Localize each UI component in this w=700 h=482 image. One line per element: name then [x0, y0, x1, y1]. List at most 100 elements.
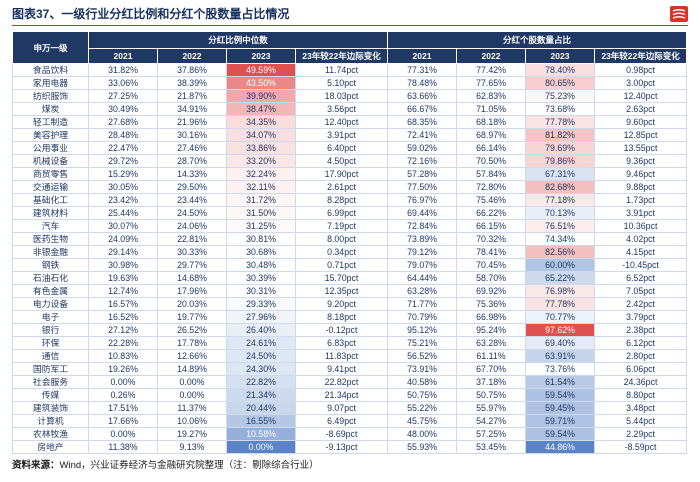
dividend-stock-share-2023-cell: 59.54% [525, 427, 596, 442]
dividend-ratio-2023-cell: 29.33% [226, 297, 296, 312]
dividend-ratio-2021-cell: 0.00% [88, 427, 158, 442]
table-row: 银行 27.12% 26.52% 26.40% -0.12pct 95.12% 95.24%… [12, 323, 688, 338]
industry-name-cell: 通信 [12, 349, 89, 364]
dividend-ratio-marginal-change-cell: 9.20pct [294, 297, 389, 312]
industry-name-cell: 家用电器 [12, 76, 89, 91]
dividend-stock-share-2022-cell: 63.28% [456, 336, 527, 351]
dividend-ratio-marginal-change-cell: 18.03pct [294, 89, 389, 104]
table-row: 轻工制造 27.68% 21.96% 34.35% 12.40pct 68.35% 68.1… [12, 115, 688, 130]
industry-name-cell: 食品饮料 [12, 63, 89, 78]
dividend-stock-share-2023-cell: 59.45% [525, 401, 596, 416]
dividend-ratio-marginal-change-cell: 3.56pct [294, 102, 389, 117]
industry-name-cell: 钢铁 [12, 258, 89, 273]
dividend-ratio-marginal-change-cell: 6.49pct [294, 414, 389, 429]
dividend-ratio-marginal-change-cell: 3.91pct [294, 128, 389, 143]
dividend-ratio-2022-cell: 21.87% [157, 89, 227, 104]
dividend-ratio-marginal-change-cell: 9.07pct [294, 401, 389, 416]
dividend-stock-share-2021-cell: 68.35% [387, 115, 458, 130]
dividend-stock-share-2021-cell: 73.91% [387, 362, 458, 377]
dividend-ratio-2023-cell: 39.90% [226, 89, 296, 104]
dividend-stock-share-marginal-change-cell: 6.12pct [594, 336, 688, 351]
dividend-stock-share-2023-cell: 70.13% [525, 206, 596, 221]
dividend-ratio-2021-cell: 19.26% [88, 362, 158, 377]
dividend-ratio-2021-cell: 27.68% [88, 115, 158, 130]
dividend-stock-share-2021-cell: 77.50% [387, 180, 458, 195]
dividend-stock-share-2023-cell: 63.91% [525, 349, 596, 364]
dividend-ratio-2023-cell: 34.35% [226, 115, 296, 130]
dividend-ratio-2023-cell: 32.24% [226, 167, 296, 182]
table-row: 有色金属 12.74% 17.96% 30.31% 12.35pct 63.28% 69.9… [12, 284, 688, 299]
year-header-2022: 2022 [456, 47, 527, 65]
dividend-stock-share-marginal-change-cell: -8.59pct [594, 440, 688, 455]
dividend-ratio-2022-cell: 14.33% [157, 167, 227, 182]
dividend-ratio-2023-cell: 27.96% [226, 310, 296, 325]
dividend-ratio-2021-cell: 16.52% [88, 310, 158, 325]
dividend-ratio-2023-cell: 31.50% [226, 206, 296, 221]
year-header-2021: 2021 [88, 47, 158, 65]
dividend-stock-share-2022-cell: 78.41% [456, 245, 527, 260]
industry-name-cell: 汽车 [12, 219, 89, 234]
dividend-ratio-2023-cell: 49.59% [226, 63, 296, 78]
industry-name-cell: 传媒 [12, 388, 89, 403]
industry-name-cell: 房地产 [12, 440, 89, 455]
dividend-ratio-2022-cell: 20.03% [157, 297, 227, 312]
industry-name-cell: 建筑装饰 [12, 401, 89, 416]
dividend-ratio-2021-cell: 22.47% [88, 141, 158, 156]
table-body: 食品饮料 31.82% 37.86% 49.59% 11.74pct 77.31% 77.4… [12, 63, 688, 455]
dividend-stock-share-2022-cell: 66.15% [456, 219, 527, 234]
table-row: 建筑装饰 17.51% 11.37% 20.44% 9.07pct 55.22% 55.97… [12, 401, 688, 416]
dividend-ratio-2022-cell: 17.96% [157, 284, 227, 299]
dividend-stock-share-2023-cell: 77.78% [525, 297, 596, 312]
dividend-stock-share-marginal-change-cell: 8.80pct [594, 388, 688, 403]
dividend-ratio-marginal-change-cell: 11.74pct [294, 63, 389, 78]
dividend-ratio-2022-cell: 22.81% [157, 232, 227, 247]
dividend-stock-share-2023-cell: 60.00% [525, 258, 596, 273]
dividend-stock-share-marginal-change-cell: 3.48pct [594, 401, 688, 416]
industry-name-cell: 环保 [12, 336, 89, 351]
dividend-stock-share-2021-cell: 40.58% [387, 375, 458, 390]
dividend-ratio-2022-cell: 37.86% [157, 63, 227, 78]
dividend-ratio-2021-cell: 27.25% [88, 89, 158, 104]
dividend-stock-share-2022-cell: 77.65% [456, 76, 527, 91]
dividend-table: 申万一级 分红比例中位数 分红个股数量占比 2021 2022 2023 23年较22… [12, 30, 688, 455]
table-row: 纺织服饰 27.25% 21.87% 39.90% 18.03pct 63.66% 62.8… [12, 89, 688, 104]
dividend-stock-share-2021-cell: 63.28% [387, 284, 458, 299]
dividend-stock-share-marginal-change-cell: 3.00pct [594, 76, 688, 91]
dividend-ratio-2022-cell: 10.06% [157, 414, 227, 429]
dividend-ratio-marginal-change-cell: 9.41pct [294, 362, 389, 377]
dividend-stock-share-2023-cell: 78.40% [525, 63, 596, 78]
dividend-ratio-marginal-change-cell: 21.34pct [294, 388, 389, 403]
dividend-ratio-marginal-change-cell: 17.90pct [294, 167, 389, 182]
dividend-ratio-2023-cell: 30.31% [226, 284, 296, 299]
dividend-stock-share-2022-cell: 55.97% [456, 401, 527, 416]
dividend-ratio-2022-cell: 30.16% [157, 128, 227, 143]
dividend-ratio-marginal-change-cell: -0.12pct [294, 323, 389, 338]
table-header: 申万一级 分红比例中位数 分红个股数量占比 2021 2022 2023 23年较22… [12, 30, 688, 65]
table-row: 基础化工 23.42% 23.44% 31.72% 8.28pct 76.97% 75.46… [12, 193, 688, 208]
dividend-ratio-2023-cell: 24.30% [226, 362, 296, 377]
dividend-stock-share-2022-cell: 61.11% [456, 349, 527, 364]
industry-name-cell: 商贸零售 [12, 167, 89, 182]
dividend-ratio-2023-cell: 33.86% [226, 141, 296, 156]
table-row: 医药生物 24.09% 22.81% 30.81% 8.00pct 73.89% 70.32… [12, 232, 688, 247]
dividend-stock-share-2023-cell: 69.40% [525, 336, 596, 351]
dividend-ratio-2021-cell: 12.74% [88, 284, 158, 299]
dividend-ratio-2021-cell: 19.63% [88, 271, 158, 286]
industry-name-cell: 机械设备 [12, 154, 89, 169]
dividend-ratio-2021-cell: 30.49% [88, 102, 158, 117]
dividend-ratio-2021-cell: 0.00% [88, 375, 158, 390]
dividend-stock-share-2021-cell: 48.00% [387, 427, 458, 442]
dividend-stock-share-marginal-change-cell: 9.46pct [594, 167, 688, 182]
dividend-ratio-2023-cell: 33.20% [226, 154, 296, 169]
dividend-stock-share-2023-cell: 67.31% [525, 167, 596, 182]
figure-title-bar: 图表37、一级行业分红比例和分红个股数量占比情况 [12, 6, 688, 26]
dividend-ratio-marginal-change-cell: 15.70pct [294, 271, 389, 286]
dividend-ratio-2021-cell: 30.98% [88, 258, 158, 273]
dividend-ratio-marginal-change-cell: 7.19pct [294, 219, 389, 234]
dividend-stock-share-2021-cell: 64.44% [387, 271, 458, 286]
dividend-ratio-marginal-change-cell: 0.34pct [294, 245, 389, 260]
dividend-stock-share-marginal-change-cell: 3.91pct [594, 206, 688, 221]
dividend-ratio-2022-cell: 0.00% [157, 375, 227, 390]
dividend-stock-share-marginal-change-cell: 13.55pct [594, 141, 688, 156]
dividend-ratio-marginal-change-cell: 8.28pct [294, 193, 389, 208]
